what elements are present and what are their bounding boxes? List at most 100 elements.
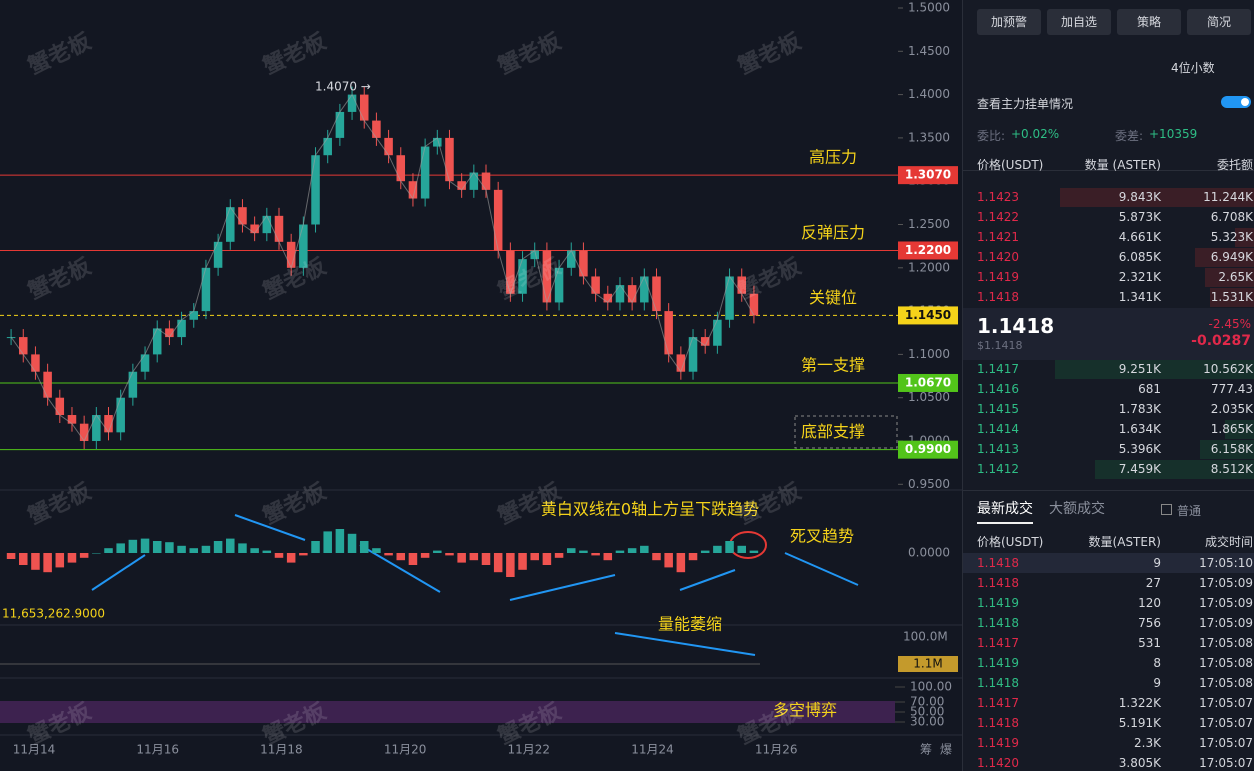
macd-bar [323,531,332,553]
level-badge [898,306,958,325]
osc-tick: 50.00 [910,705,944,719]
y-tick-label: 1.3500 [908,130,950,144]
change: -0.0287 [1191,333,1251,349]
depth-bar [1195,248,1254,267]
macd-bar [408,553,418,565]
level-name: 底部支撑 [801,422,865,441]
macd-bar [67,553,77,563]
trade-qty: 756 [1138,616,1161,630]
ratio: +0.02% [1011,127,1060,141]
macd-bar [250,548,259,553]
diff-label: 委差: [1115,129,1144,143]
divider [963,170,1254,171]
osc-band [0,701,895,723]
y-tick-label: 1.4000 [908,87,950,101]
candle-body [652,276,661,312]
macd-bar [262,550,272,553]
trade-qty: 8 [1153,656,1161,670]
macd-bar [299,553,308,556]
candle-body [627,285,637,303]
candle-body [92,415,101,441]
candle-body [165,328,174,338]
macd-bar [469,553,479,561]
macd-bar [542,553,552,565]
macd-bar [384,553,393,556]
trade-qty: 5.191K [1118,716,1161,730]
candle-body [469,172,479,190]
toggle-knob [1241,98,1249,106]
checkbox[interactable] [1161,504,1172,515]
tab[interactable]: 最新成交 [977,501,1033,517]
macd-bar [433,550,442,553]
candle-body [31,354,40,372]
macd-bar [372,548,381,553]
background [0,0,962,771]
macd-bar [177,545,186,553]
candle-body [238,207,247,225]
macd-bar [615,550,625,553]
candle-body [286,241,296,268]
candle-body [603,293,613,303]
macd-bar [226,538,235,553]
level-badge [898,166,958,185]
macd-bar [481,553,491,565]
quantity: 9.251K [1118,362,1161,376]
macd-bar [737,545,746,553]
amount: 2.65K [1218,270,1253,284]
macd-cross: 死叉趋势 [790,527,854,546]
candle-body [19,337,28,355]
footer-icon: 爆 [940,743,952,757]
candle-body [43,371,52,398]
candle-body [591,276,600,294]
depth-bar [1205,268,1254,287]
header: 价格(USDT) [977,535,1044,549]
trade-time: 17:05:09 [1199,576,1253,590]
quantity: 1.634K [1118,422,1161,436]
button[interactable]: 加预警 [977,9,1041,35]
candle-body [518,259,527,294]
button[interactable]: 策略 [1117,9,1181,35]
candle-body [530,250,539,260]
right-panel: 加预警 加自选 策略 简况 4位小数 查看主力挂单情况 委比: +0.02% 委差: +10359… [962,0,1254,771]
candle-body [323,137,332,156]
quantity: 5.396K [1118,442,1161,456]
amount: 6.949K [1210,250,1253,264]
candle-body [359,94,369,121]
candle-body [713,319,722,346]
header: 成交时间 [1204,535,1253,549]
depth-bar [1055,360,1254,379]
macd-bar [396,553,406,561]
candle-body [445,137,454,182]
candle-body [201,267,211,312]
price: 1.1412 [977,462,1019,476]
amount: 2.035K [1210,402,1253,416]
macd-bar [627,548,637,553]
price: 1.1414 [977,422,1019,436]
trade-price: 1.1418 [977,676,1019,690]
y-tick-label: 1.2500 [908,217,950,231]
candle-body [457,181,466,190]
macd-bar [725,541,734,553]
amount: 11.244K [1203,190,1253,204]
depth-bar [1210,288,1254,307]
close-line [10,93,755,442]
button[interactable]: 简况 [1187,9,1251,35]
candle-body [152,328,162,355]
volume-badge [898,656,958,672]
macd-bar [664,553,673,568]
macd-bar [189,548,199,553]
main-orders[interactable]: 查看主力挂单情况 [977,97,1074,111]
macd-bar [311,541,320,553]
candle-body [433,137,442,147]
candle-body [299,224,308,268]
decimals[interactable]: 4位小数 [1171,61,1215,75]
candle-body [481,172,491,190]
trade-qty: 3.805K [1118,756,1161,770]
trade-qty: 9 [1153,556,1161,570]
button[interactable]: 加自选 [1047,9,1111,35]
quantity: 9.843K [1118,190,1161,204]
tab[interactable]: 大额成交 [1049,501,1105,517]
macd-bar [286,553,296,563]
macd-bar [347,533,357,553]
macd-bar [493,553,503,573]
